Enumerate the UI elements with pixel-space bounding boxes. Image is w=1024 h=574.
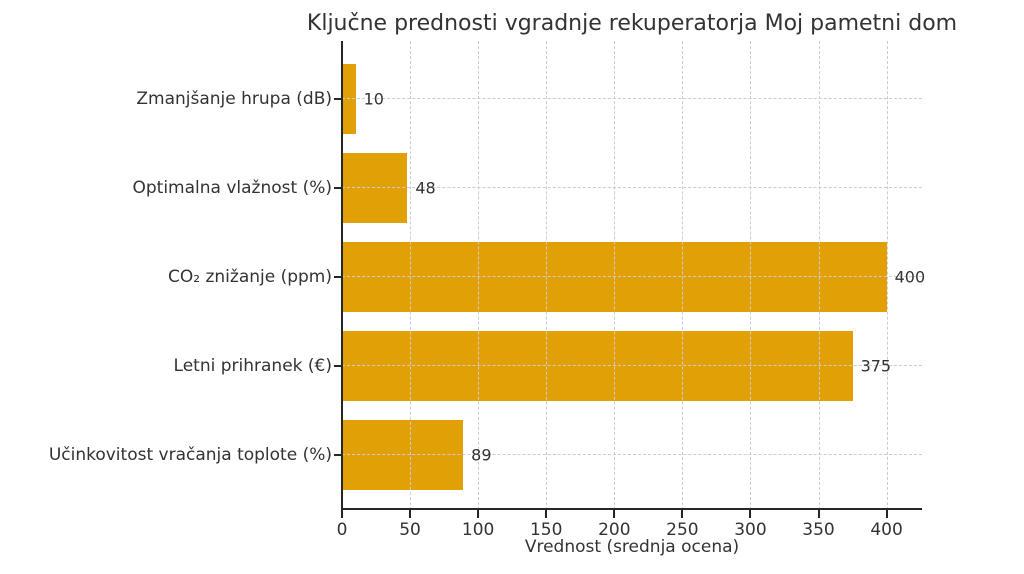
grid-line-vertical: [750, 41, 752, 510]
x-tick-label: 50: [399, 520, 421, 540]
grid-line-horizontal: [342, 187, 922, 188]
x-tick-label: 350: [802, 520, 835, 540]
x-tick-mark: [477, 510, 480, 518]
y-tick-mark: [334, 453, 342, 456]
bar-value-label: 400: [894, 267, 926, 286]
grid-line-horizontal: [342, 276, 922, 277]
grid-line-vertical: [682, 41, 684, 510]
grid-line-vertical: [410, 41, 412, 510]
x-tick-mark: [817, 510, 820, 518]
grid-line-horizontal: [342, 365, 922, 366]
x-tick-label: 0: [336, 520, 348, 540]
plot-area: 0 50 100 150 200 250 300 350 400 10 Zmanjšanje hru…: [49, 41, 925, 540]
grid-line-vertical: [818, 41, 820, 510]
bar-value-label: 89: [471, 445, 492, 464]
grid-line-horizontal: [342, 454, 922, 455]
y-tick-mark: [334, 275, 342, 278]
grid-line-vertical: [478, 41, 480, 510]
bar-value-label: 375: [860, 356, 892, 375]
y-tick-mark: [334, 186, 342, 189]
x-tick-label: 400: [870, 520, 903, 540]
bar-value-label: 48: [415, 178, 436, 197]
grid-line-vertical: [546, 41, 548, 510]
x-axis-spine: [341, 508, 922, 510]
grid-line-vertical: [886, 41, 888, 510]
y-tick-mark: [334, 97, 342, 100]
x-tick-mark: [545, 510, 548, 518]
x-tick-label: 300: [734, 520, 767, 540]
y-tick-mark: [334, 364, 342, 367]
x-tick-mark: [409, 510, 412, 518]
x-tick-mark: [681, 510, 684, 518]
x-tick-mark: [749, 510, 752, 518]
x-tick-label: 250: [666, 520, 699, 540]
y-axis-category-label: Zmanjšanje hrupa (dB): [136, 88, 332, 109]
x-tick-label: 100: [461, 520, 495, 540]
grid-line-vertical: [614, 41, 616, 510]
x-axis-label: Vrednost (srednja ocena): [524, 537, 740, 557]
x-tick-mark: [613, 510, 616, 518]
chart-title: Ključne prednosti vgradnje rekuperatorja…: [306, 11, 958, 36]
grid-line-horizontal: [342, 98, 922, 99]
x-tick-mark: [341, 510, 343, 518]
y-axis-category-label: Optimalna vlažnost (%): [132, 177, 332, 198]
y-axis-category-label: Letni prihranek (€): [173, 355, 332, 376]
y-axis-category-label: CO₂ znižanje (ppm): [168, 266, 332, 287]
bar-value-label: 10: [363, 89, 384, 108]
x-tick-label: 150: [529, 520, 563, 540]
y-axis-spine: [341, 41, 343, 510]
x-tick-mark: [885, 510, 888, 518]
x-tick-label: 200: [598, 520, 631, 540]
y-axis-category-label: Učinkovitost vračanja toplote (%): [48, 444, 332, 465]
